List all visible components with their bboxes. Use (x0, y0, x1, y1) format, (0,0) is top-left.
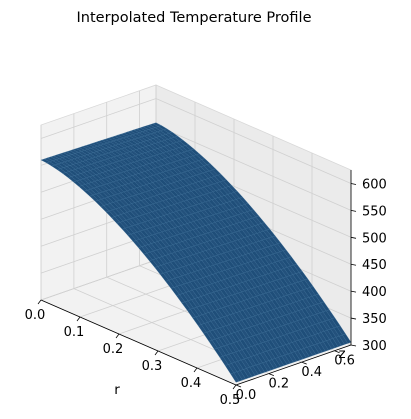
chart-title: Interpolated Temperature Profile (77, 10, 312, 26)
y-axis-label: z (338, 346, 345, 362)
temperature-tick (350, 263, 357, 266)
temperature-tick (350, 209, 357, 212)
axis-ticks: 0.00.10.20.30.40.50.00.20.40.63003504004… (25, 177, 387, 408)
surface-plot (40, 122, 352, 383)
r-tick-label: 0.1 (64, 325, 85, 340)
z-tick (268, 373, 275, 376)
grid-line-t (40, 98, 352, 184)
temperature-tick-label: 300 (362, 339, 387, 354)
r-tick-label: 0.5 (220, 393, 241, 408)
temperature-tick-label: 550 (362, 204, 387, 219)
r-tick-label: 0.4 (181, 376, 202, 391)
temperature-tick-label: 450 (362, 258, 387, 273)
z-tick-label: 0.2 (269, 377, 290, 392)
z-tick-label: 0.0 (236, 388, 257, 403)
r-tick (232, 384, 237, 390)
r-tick (37, 299, 42, 305)
axis-lines (40, 170, 352, 386)
temperature-tick-label: 500 (362, 231, 387, 246)
r-tick-label: 0.0 (25, 308, 46, 323)
temperature-tick (350, 317, 357, 320)
temperature-tick-label: 400 (362, 285, 387, 300)
temperature-tick-label: 350 (362, 312, 387, 327)
r-tick (193, 367, 198, 373)
temperature-tick (350, 344, 357, 347)
z-tick (235, 384, 242, 388)
x-axis-label: r (114, 382, 120, 398)
temperature-tick-label: 600 (362, 177, 387, 192)
r-tick-label: 0.3 (142, 359, 163, 374)
z-axis-line (235, 344, 352, 386)
temperature-tick (350, 236, 357, 239)
r-axis-line (40, 299, 237, 386)
r-tick (115, 333, 120, 339)
temperature-tick (350, 183, 357, 185)
r-tick (154, 350, 159, 356)
temperature-tick (350, 290, 357, 293)
z-tick (301, 361, 307, 365)
z-tick (334, 350, 340, 354)
z-tick-label: 0.6 (334, 354, 355, 369)
r-tick (76, 316, 81, 322)
r-tick-label: 0.2 (103, 342, 124, 357)
z-tick-label: 0.4 (301, 365, 322, 380)
surface-cell (230, 372, 240, 383)
